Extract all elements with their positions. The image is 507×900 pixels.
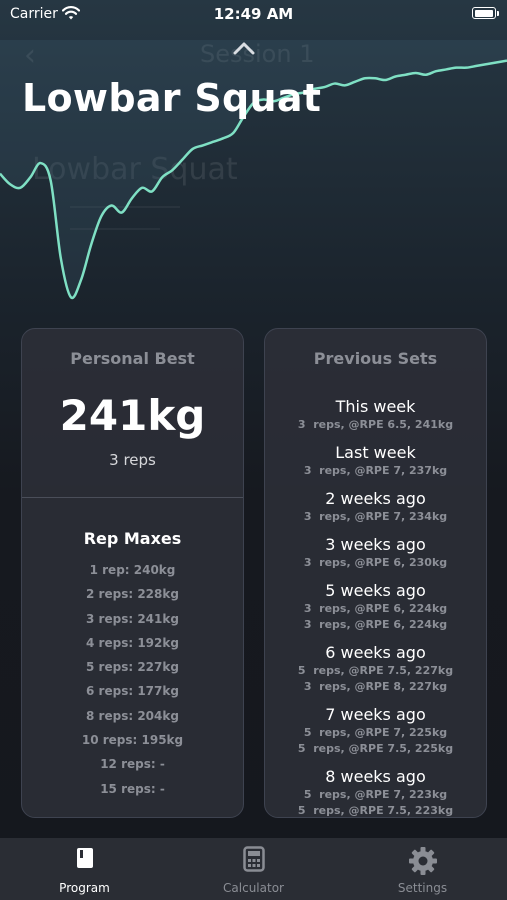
carrier-label: Carrier <box>10 6 58 22</box>
rep-max-item: 6 reps: 177kg <box>86 684 179 699</box>
set-detail: 3 reps, @RPE 7, 237kg <box>303 464 448 477</box>
rep-max-item: 3 reps: 241kg <box>86 611 179 626</box>
rep-max-item: 8 reps: 204kg <box>86 708 179 723</box>
rep-max-item: 10 reps: 195kg <box>81 733 184 748</box>
rep-max-item: 12 reps: - <box>100 757 165 772</box>
previous-sets-title: Previous Sets <box>313 349 438 368</box>
calculator-icon <box>242 846 265 872</box>
ghost-divider <box>70 228 160 230</box>
set-detail: 5 reps, @RPE 7.5, 223kg <box>297 804 454 817</box>
chart-area <box>0 40 507 298</box>
set-detail: 5 reps, @RPE 7, 223kg <box>303 788 448 801</box>
previous-sets-card[interactable]: Previous Sets This week 3 reps, @RPE 6.5… <box>264 328 487 818</box>
rep-max-item: 1 rep: 240kg <box>89 563 176 577</box>
chart-series-line <box>0 59 507 300</box>
week-entry: 5 weeks ago 3 reps, @RPE 6, 224kg 3 reps… <box>265 581 486 633</box>
rep-max-item: 5 reps: 227kg <box>86 660 179 675</box>
set-detail: 5 reps, @RPE 7.5, 227kg <box>297 664 454 677</box>
week-entry: 3 weeks ago 3 reps, @RPE 6, 230kg <box>265 535 486 571</box>
week-entry: 2 weeks ago 3 reps, @RPE 7, 234kg <box>265 489 486 525</box>
rep-max-item: 2 reps: 228kg <box>86 587 179 602</box>
back-chevron-icon: ‹ <box>24 38 36 73</box>
previous-sets-list[interactable]: This week 3 reps, @RPE 6.5, 241kg Last w… <box>265 397 486 817</box>
set-detail: 5 reps, @RPE 7.5, 225kg <box>297 742 454 755</box>
rep-max-item: 15 reps: - <box>100 781 165 796</box>
week-entry: Last week 3 reps, @RPE 7, 237kg <box>265 443 486 479</box>
progress-chart <box>0 40 507 300</box>
week-label: 7 weeks ago <box>325 705 426 724</box>
set-detail: 3 reps, @RPE 6, 224kg <box>303 602 448 615</box>
ghost-exercise-title: Lowbar Squat <box>32 152 238 187</box>
week-label: 8 weeks ago <box>325 767 426 786</box>
set-detail: 3 reps, @RPE 6.5, 241kg <box>297 418 454 431</box>
tab-calculator-label: Calculator <box>223 881 284 895</box>
week-entry: This week 3 reps, @RPE 6.5, 241kg <box>265 397 486 433</box>
week-label: 2 weeks ago <box>325 489 426 508</box>
personal-best-card: Personal Best 241kg 3 reps Rep Maxes 1 r… <box>21 328 244 818</box>
personal-best-reps: 3 reps <box>109 451 156 469</box>
tab-calculator[interactable]: Calculator <box>169 838 338 900</box>
week-label: 5 weeks ago <box>325 581 426 600</box>
week-entry: 7 weeks ago 5 reps, @RPE 7, 225kg 5 reps… <box>265 705 486 757</box>
battery-fill <box>474 9 493 17</box>
week-entry: 8 weeks ago 5 reps, @RPE 7, 223kg 5 reps… <box>265 767 486 817</box>
week-label: Last week <box>335 443 416 462</box>
page-title: Lowbar Squat <box>22 76 322 120</box>
set-detail: 3 reps, @RPE 7, 234kg <box>303 510 448 523</box>
set-detail: 5 reps, @RPE 7, 225kg <box>303 726 448 739</box>
rep-max-item: 4 reps: 192kg <box>86 635 179 650</box>
set-detail: 3 reps, @RPE 8, 227kg <box>303 680 448 693</box>
gear-icon <box>408 847 437 875</box>
status-time: 12:49 AM <box>213 5 294 23</box>
tab-bar: Program Calculator <box>0 838 507 900</box>
personal-best-title: Personal Best <box>70 349 195 368</box>
tab-program[interactable]: Program <box>0 838 169 900</box>
rep-maxes-list: 1 rep: 240kg 2 reps: 228kg 3 reps: 241kg… <box>22 558 243 801</box>
battery-icon <box>472 7 499 19</box>
chevron-up-icon[interactable] <box>232 40 256 56</box>
wifi-icon <box>62 6 80 20</box>
week-label: This week <box>335 397 416 416</box>
set-detail: 3 reps, @RPE 6, 230kg <box>303 556 448 569</box>
set-detail: 3 reps, @RPE 6, 224kg <box>303 618 448 631</box>
book-icon <box>76 848 93 868</box>
personal-best-weight: 241kg <box>59 391 206 440</box>
tab-settings-label: Settings <box>397 881 448 895</box>
status-bar: Carrier 12:49 AM <box>0 0 507 28</box>
week-label: 3 weeks ago <box>325 535 426 554</box>
tab-settings[interactable]: Settings <box>338 838 507 900</box>
ghost-nav-title: Session 1 <box>200 40 314 68</box>
week-entry: 6 weeks ago 5 reps, @RPE 7.5, 227kg 3 re… <box>265 643 486 695</box>
week-label: 6 weeks ago <box>325 643 426 662</box>
tab-program-label: Program <box>59 881 110 895</box>
card-divider <box>22 497 243 498</box>
rep-maxes-title: Rep Maxes <box>83 529 182 548</box>
